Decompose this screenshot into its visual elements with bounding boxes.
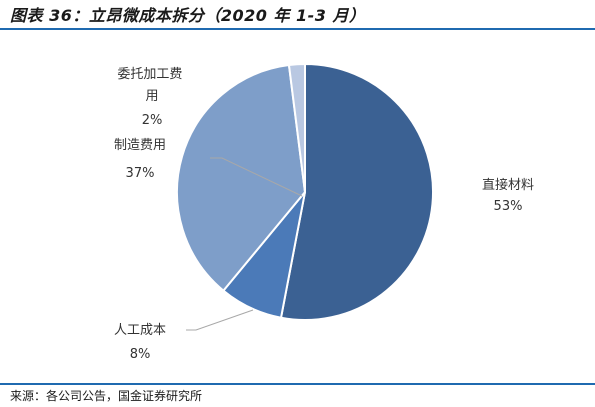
slice-value-outsourcing: 2% bbox=[142, 113, 163, 128]
leader-line-manufacturing bbox=[210, 157, 303, 197]
pie-slice-outsourcing bbox=[287, 63, 306, 193]
pie-slice-manufacturing bbox=[176, 64, 306, 292]
slice-label-manufacturing: 制造费用 bbox=[114, 138, 166, 153]
slice-label-outsourcing-line1: 委托加工费 bbox=[117, 67, 182, 82]
title-rule bbox=[0, 28, 595, 30]
slice-value-labor: 8% bbox=[130, 347, 151, 362]
leader-line-labor bbox=[186, 309, 254, 331]
footer-rule bbox=[0, 383, 595, 385]
slice-label-labor: 人工成本 bbox=[114, 323, 166, 338]
slice-value-direct-material: 53% bbox=[494, 199, 523, 214]
pie-slice-direct-material bbox=[280, 63, 434, 321]
slice-value-manufacturing: 37% bbox=[126, 166, 155, 181]
figure-title: 图表 36：立昂微成本拆分（2020 年 1-3 月） bbox=[10, 6, 366, 25]
slice-label-outsourcing-line2: 用 bbox=[145, 89, 158, 104]
slice-label-direct-material: 直接材料 bbox=[482, 177, 534, 193]
slice-label-outsourcing: 委托加工费 用 bbox=[117, 67, 186, 104]
source-note: 来源：各公司公告，国金证券研究所 bbox=[10, 389, 203, 403]
